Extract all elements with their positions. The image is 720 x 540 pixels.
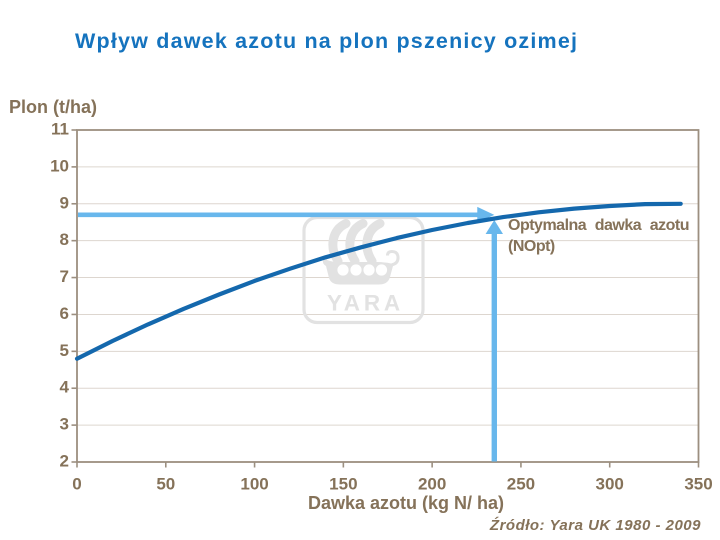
x-tick-label-250: 250 xyxy=(507,475,535,494)
yara-watermark-logo: YARA xyxy=(302,215,425,325)
x-tick-label-0: 0 xyxy=(72,475,81,494)
x-tick-label-200: 200 xyxy=(418,475,446,494)
watermark-shield-2 xyxy=(350,264,362,276)
watermark-prow xyxy=(386,249,400,267)
watermark-sail-3 xyxy=(362,219,385,266)
y-tick-label-7: 7 xyxy=(60,267,69,286)
x-tick-label-350: 350 xyxy=(684,475,712,494)
watermark-text: YARA xyxy=(327,291,404,316)
chart-title: Wpływ dawek azotu na plon pszenicy ozime… xyxy=(75,29,579,53)
optimal-dose-annotation: Optymalna dawka azotu (NOpt) xyxy=(508,216,690,257)
watermark-frame xyxy=(302,215,425,325)
annotation-line-1: Optymalna dawka azotu xyxy=(508,217,690,234)
watermark-sail-1 xyxy=(328,219,351,266)
x-tick-label-300: 300 xyxy=(596,475,624,494)
x-axis-title: Dawka azotu (kg N/ ha) xyxy=(307,493,505,513)
y-tick-label-11: 11 xyxy=(51,120,69,139)
optimal-dose-arrow-head xyxy=(485,220,503,235)
y-tick-label-2: 2 xyxy=(60,452,69,471)
y-tick-label-9: 9 xyxy=(60,193,69,212)
y-tick-label-8: 8 xyxy=(60,230,69,249)
watermark-shield-3 xyxy=(363,264,375,276)
y-tick-label-3: 3 xyxy=(60,415,69,434)
watermark-shield-1 xyxy=(337,264,349,276)
watermark-shield-4 xyxy=(375,264,388,276)
x-tick-label-100: 100 xyxy=(240,475,268,494)
plot-border xyxy=(76,129,700,463)
x-tick-label-50: 50 xyxy=(156,475,175,494)
y-tick-label-5: 5 xyxy=(60,341,69,360)
watermark-sail-2 xyxy=(345,219,368,266)
y-tick-label-10: 10 xyxy=(50,156,69,175)
x-tick-label-150: 150 xyxy=(329,475,357,494)
source-credit: Źródło: Yara UK 1980 - 2009 xyxy=(489,517,701,534)
y-tick-label-6: 6 xyxy=(60,304,69,323)
y-tick-label-4: 4 xyxy=(60,378,70,397)
series-line-plon xyxy=(74,201,683,361)
y-axis-title: Plon (t/ha) xyxy=(9,97,97,117)
annotation-line-2: (NOpt) xyxy=(508,237,555,255)
